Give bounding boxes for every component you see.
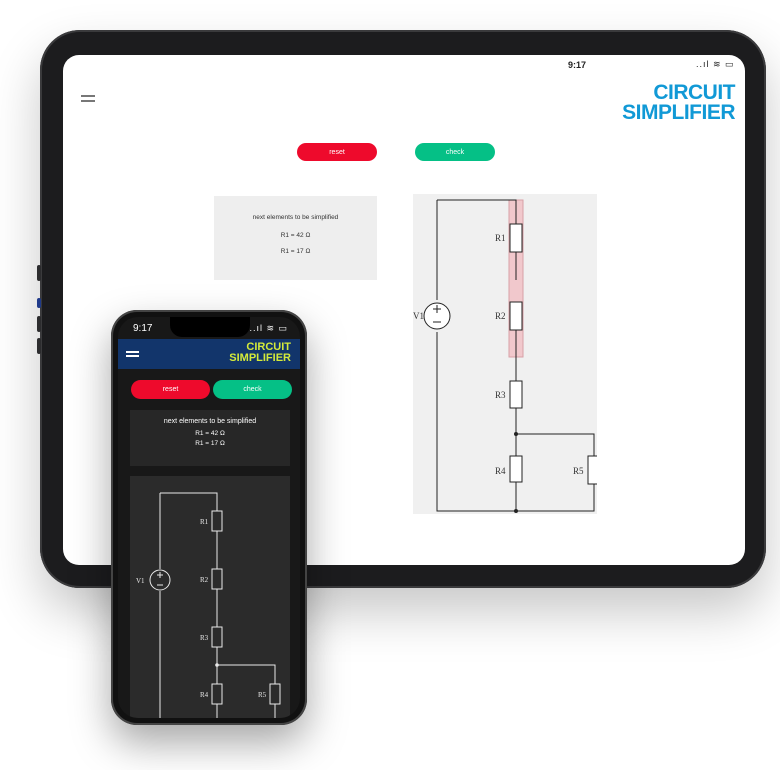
resistor-r3[interactable] xyxy=(211,626,223,648)
junction-dot xyxy=(514,509,518,513)
check-button[interactable]: check xyxy=(415,143,495,161)
reset-button[interactable]: reset xyxy=(131,380,210,399)
logo-line-1: CIRCUIT xyxy=(246,341,291,353)
voltage-source[interactable] xyxy=(149,569,171,591)
label-r5: R5 xyxy=(258,691,267,699)
tablet-side-button xyxy=(37,338,41,354)
tablet-side-button xyxy=(37,316,41,332)
voltage-source[interactable] xyxy=(423,302,451,330)
wire xyxy=(216,647,276,684)
label-r5: R5 xyxy=(573,466,584,476)
info-line: R1 = 42 Ω xyxy=(280,232,311,239)
hamburger-menu-icon[interactable] xyxy=(126,351,139,357)
reset-button[interactable]: reset xyxy=(297,143,377,161)
status-time: 9:17 xyxy=(568,60,587,70)
info-line: R1 = 17 Ω xyxy=(195,440,225,447)
label-r2: R2 xyxy=(495,311,506,321)
wire xyxy=(436,200,517,512)
wire xyxy=(216,704,276,718)
status-icons: ..ıl ≋ ▭ xyxy=(249,323,288,333)
resistor-r4[interactable] xyxy=(509,455,523,483)
logo-line-2: SIMPLIFIER xyxy=(622,101,735,124)
app-logo: CIRCUIT SIMPLIFIER xyxy=(622,81,735,124)
check-button[interactable]: check xyxy=(213,380,292,399)
logo-line-2: SIMPLIFIER xyxy=(229,352,291,364)
resistor-r3[interactable] xyxy=(509,380,523,409)
wire xyxy=(160,492,218,511)
resistor-r5[interactable] xyxy=(269,683,281,705)
label-v1: V1 xyxy=(413,311,424,321)
app-logo: CIRCUIT SIMPLIFIER xyxy=(229,342,291,364)
tablet-side-button xyxy=(37,265,41,281)
resistor-r1[interactable] xyxy=(509,223,523,253)
status-time: 9:17 xyxy=(133,323,153,334)
label-v1: V1 xyxy=(136,577,145,585)
info-panel: next elements to be simplified R1 = 42 Ω… xyxy=(214,196,377,280)
app-header: CIRCUIT SIMPLIFIER xyxy=(118,339,300,369)
source-symbol xyxy=(157,572,163,586)
hamburger-menu-icon[interactable] xyxy=(81,95,95,102)
status-icons: ..ıl ≋ ▭ xyxy=(696,59,735,69)
circuit-diagram: V1 R1 R2 R3 R4 R5 xyxy=(413,194,601,514)
label-r1: R1 xyxy=(495,233,506,243)
resistor-r2[interactable] xyxy=(509,301,523,331)
phone-device: 9:17 ..ıl ≋ ▭ CIRCUIT SIMPLIFIER reset c… xyxy=(111,310,307,725)
phone-notch xyxy=(170,317,250,337)
info-panel: next elements to be simplified R1 = 42 Ω… xyxy=(130,410,290,466)
wire xyxy=(516,433,595,512)
info-line: R1 = 17 Ω xyxy=(280,248,311,255)
label-r3: R3 xyxy=(200,634,209,642)
junction-dot xyxy=(514,432,518,436)
source-symbol xyxy=(433,305,441,323)
label-r2: R2 xyxy=(200,576,209,584)
resistor-r2[interactable] xyxy=(211,568,223,590)
junction-dot xyxy=(215,663,219,667)
resistor-r5[interactable] xyxy=(587,455,601,485)
label-r4: R4 xyxy=(495,466,506,476)
circuit-diagram: V1 R1 R2 R3 R4 R5 xyxy=(130,476,290,718)
phone-screen: 9:17 ..ıl ≋ ▭ CIRCUIT SIMPLIFIER reset c… xyxy=(118,317,300,718)
resistor-r1[interactable] xyxy=(211,510,223,532)
tablet-side-button xyxy=(37,298,41,308)
label-r3: R3 xyxy=(495,390,506,400)
resistor-r4[interactable] xyxy=(211,683,223,705)
label-r1: R1 xyxy=(200,518,209,526)
info-line: R1 = 42 Ω xyxy=(195,430,225,437)
logo-line-1: CIRCUIT xyxy=(653,81,735,104)
label-r4: R4 xyxy=(200,691,209,699)
info-heading: next elements to be simplified xyxy=(252,214,339,221)
info-heading: next elements to be simplified xyxy=(163,418,257,425)
wire xyxy=(437,199,517,224)
